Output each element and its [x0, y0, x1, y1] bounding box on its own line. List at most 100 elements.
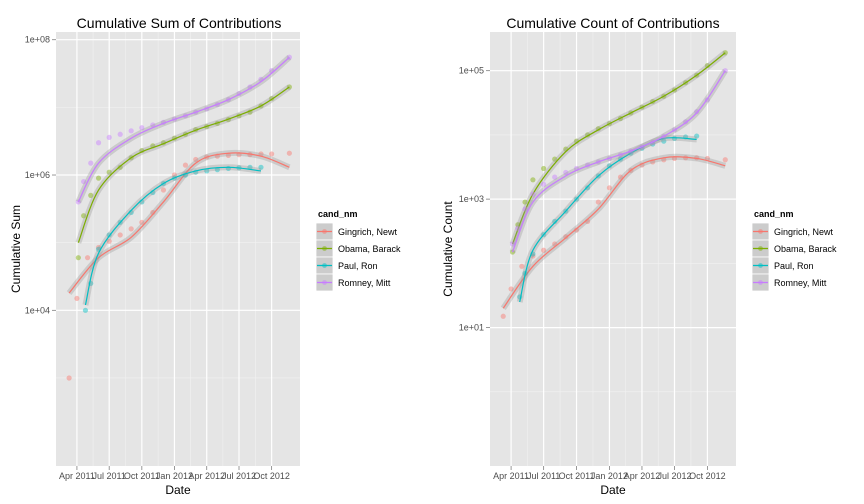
trend-line [68, 152, 290, 294]
data-point [530, 191, 536, 197]
data-point [88, 192, 94, 198]
legend-title: cand_nm [318, 209, 358, 219]
legend-label: Obama, Barack [774, 244, 837, 254]
data-point [204, 168, 210, 174]
data-point [541, 247, 547, 253]
legend-item: Obama, Barack [315, 239, 401, 258]
x-tick-label: Oct 2012 [689, 471, 726, 481]
data-point [171, 172, 178, 178]
legend-item: Romney, Mitt [751, 273, 827, 292]
data-point [694, 133, 700, 139]
trend-line [77, 86, 290, 243]
y-axis-title: Cumulative Sum [9, 205, 23, 293]
y-tick-label: 1e+08 [25, 35, 50, 45]
data-point [606, 185, 613, 191]
y-tick-label: 1e+03 [459, 194, 484, 204]
series-romney-mitt [75, 54, 292, 205]
legend-item: Paul, Ron [751, 256, 814, 275]
legend-label: Romney, Mitt [774, 278, 827, 288]
data-point [95, 244, 102, 251]
chart-title: Cumulative Count of Contributions [506, 15, 719, 31]
data-point [500, 313, 506, 319]
data-point [585, 185, 591, 191]
trend-line [511, 70, 726, 253]
data-point [150, 122, 156, 128]
data-point [95, 175, 102, 181]
legend-key-point [758, 229, 763, 234]
x-tick-label: Oct 2012 [253, 471, 290, 481]
data-point [106, 134, 112, 140]
legend-item: Obama, Barack [751, 239, 837, 258]
x-tick-label: Jan 2012 [156, 471, 193, 481]
legend-item: Romney, Mitt [315, 273, 391, 292]
legend-label: Paul, Ron [774, 261, 814, 271]
series-romney-mitt [509, 68, 728, 254]
data-point [595, 199, 601, 205]
data-point [74, 295, 80, 302]
trend-line [77, 56, 290, 203]
x-tick-label: Jul 2012 [222, 471, 256, 481]
data-point [509, 241, 516, 247]
plot-area [66, 54, 292, 381]
series-paul-ron [82, 164, 264, 313]
legend: cand_nm Gingrich, Newt Obama, Barack Paul, … [315, 209, 401, 292]
data-point [128, 128, 134, 134]
legend-item: Gingrich, Newt [751, 222, 834, 241]
y-tick-label: 1e+05 [459, 66, 484, 76]
data-point [509, 249, 516, 255]
data-point [106, 169, 112, 175]
plot-area [500, 50, 728, 319]
data-point [193, 156, 199, 163]
series-paul-ron [516, 133, 700, 303]
x-axis-title: Date [165, 483, 191, 497]
data-point [515, 225, 521, 232]
plot-background [490, 32, 736, 466]
legend-key-point [322, 280, 327, 285]
data-point [704, 62, 710, 69]
data-point [722, 157, 728, 163]
x-tick-label: Jul 2011 [527, 471, 560, 481]
legend-key-point [322, 263, 327, 268]
data-point [81, 178, 87, 185]
series-gingrich-newt [66, 149, 292, 381]
legend-label: Gingrich, Newt [774, 227, 834, 237]
legend-key-point [322, 246, 327, 251]
data-point [552, 174, 558, 180]
data-point [258, 164, 264, 170]
legend: cand_nm Gingrich, Newt Obama, Barack Paul, … [751, 209, 837, 292]
data-point [106, 238, 112, 244]
chart-title: Cumulative Sum of Contributions [77, 15, 282, 31]
data-point [182, 162, 189, 168]
data-point [139, 125, 145, 131]
legend-item: Gingrich, Newt [315, 222, 398, 241]
data-point [160, 187, 167, 193]
data-point [661, 138, 667, 144]
y-axis-title: Cumulative Count [441, 201, 455, 297]
trend-line [502, 156, 726, 309]
data-point [82, 307, 89, 313]
x-tick-label: Jan 2012 [591, 471, 628, 481]
data-point [617, 174, 624, 180]
legend-label: Gingrich, Newt [338, 227, 398, 237]
x-tick-label: Oct 2011 [124, 471, 160, 481]
data-point [95, 140, 102, 146]
data-point [563, 234, 569, 240]
data-point [269, 151, 275, 157]
series-gingrich-newt [500, 153, 728, 319]
legend-item: Paul, Ron [315, 256, 378, 275]
y-tick-label: 1e+01 [459, 323, 484, 333]
series-obama-barack [75, 84, 292, 261]
series-obama-barack [509, 50, 728, 255]
legend-label: Obama, Barack [338, 244, 401, 254]
data-point [606, 163, 613, 169]
data-point [552, 218, 558, 225]
legend-key-point [758, 280, 763, 285]
legend-label: Paul, Ron [338, 261, 378, 271]
data-point [84, 255, 91, 261]
data-point [117, 232, 123, 238]
data-point [66, 375, 72, 381]
trend-line [84, 166, 262, 306]
